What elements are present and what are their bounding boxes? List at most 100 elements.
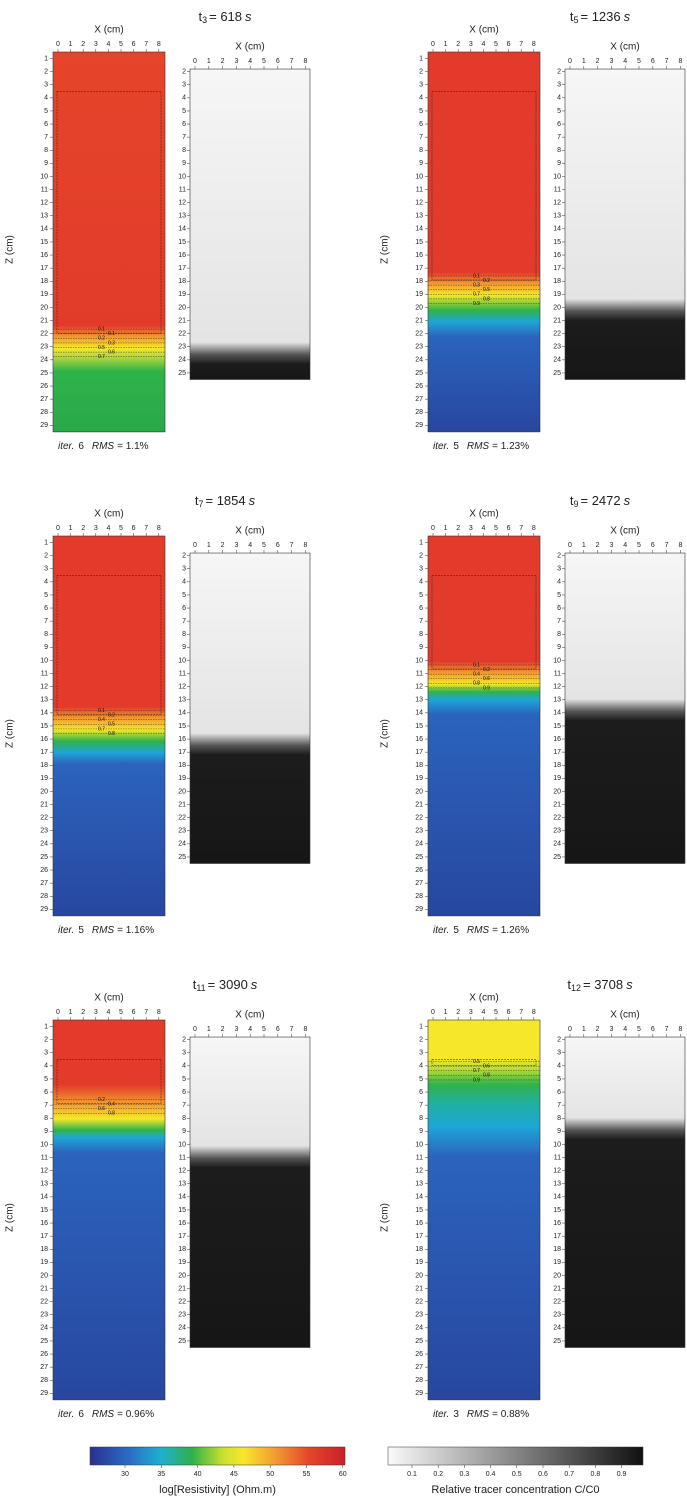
contour-label: 0.5: [108, 722, 115, 728]
x-tick-label: 8: [678, 1026, 682, 1033]
z-tick-label: 9: [557, 1128, 561, 1135]
z-tick-label: 26: [415, 867, 423, 874]
iteration-part: iter.: [58, 925, 74, 936]
iteration-info: iter. 5 RMS = 1.16%: [58, 925, 154, 936]
x-tick-label: 2: [456, 1009, 460, 1016]
z-tick-label: 24: [553, 841, 561, 848]
z-tick-label: 17: [40, 749, 48, 756]
z-tick-label: 4: [182, 1063, 186, 1070]
title-part: 12: [571, 983, 581, 993]
title-part: s: [624, 493, 631, 508]
z-tick-label: 14: [553, 226, 561, 233]
z-tick-label: 26: [40, 383, 48, 390]
colorbar-tick-label: 40: [194, 1471, 202, 1478]
x-tick-label: 7: [290, 1026, 294, 1033]
panel: t9 = 2472 s0.10.20.40.60.80.9X (cm)X (cm)Z…: [380, 493, 686, 936]
z-tick-label: 13: [178, 697, 186, 704]
z-tick-label: 23: [40, 1312, 48, 1319]
x-tick-label: 5: [494, 525, 498, 532]
z-tick-label: 3: [182, 1050, 186, 1057]
iteration-part: = 1.16%: [117, 925, 154, 936]
z-tick-label: 16: [40, 736, 48, 743]
z-tick-label: 3: [182, 566, 186, 573]
z-tick-label: 22: [40, 1298, 48, 1305]
x-axis-label: X (cm): [610, 1010, 639, 1021]
z-tick-label: 22: [415, 330, 423, 337]
title-part: = 1236: [581, 9, 621, 24]
contour-label: 0.2: [483, 667, 490, 673]
title-part: 9: [573, 499, 578, 509]
x-axis-label: X (cm): [235, 1010, 264, 1021]
title-part: t: [195, 493, 199, 508]
title-part: t: [567, 977, 571, 992]
z-tick-label: 22: [40, 330, 48, 337]
colorbar-tick-label: 30: [121, 1471, 129, 1478]
contour-label: 0.1: [473, 273, 480, 279]
z-tick-label: 11: [416, 1154, 423, 1161]
contour-label: 0.5: [483, 287, 490, 293]
contour-label: 0.8: [108, 731, 115, 737]
z-tick-label: 7: [557, 618, 561, 625]
x-tick-label: 1: [207, 542, 211, 549]
x-tick-label: 1: [444, 525, 448, 532]
iteration-part: RMS: [92, 1409, 115, 1420]
z-tick-label: 19: [178, 775, 186, 782]
colorbar-tick-label: 55: [303, 1471, 311, 1478]
z-tick-label: 11: [41, 1154, 48, 1161]
z-tick-label: 25: [40, 370, 48, 377]
z-tick-label: 19: [40, 291, 48, 298]
x-tick-label: 3: [234, 1026, 238, 1033]
z-tick-label: 26: [415, 383, 423, 390]
contour-label: 0.6: [483, 676, 490, 682]
z-tick-label: 5: [182, 108, 186, 115]
z-tick-label: 17: [178, 265, 186, 272]
z-tick-label: 9: [419, 160, 423, 167]
z-tick-label: 19: [553, 775, 561, 782]
z-tick-label: 5: [557, 592, 561, 599]
z-tick-label: 13: [178, 1181, 186, 1188]
x-tick-label: 4: [623, 542, 627, 549]
contour-label: 0.7: [98, 354, 105, 360]
z-tick-label: 27: [40, 1364, 48, 1371]
iteration-info: iter. 5 RMS = 1.26%: [433, 925, 529, 936]
z-tick-label: 8: [557, 147, 561, 154]
z-tick-label: 10: [40, 173, 48, 180]
z-tick-label: 28: [40, 409, 48, 416]
z-tick-label: 29: [40, 422, 48, 429]
z-tick-label: 13: [415, 697, 423, 704]
z-tick-label: 2: [182, 1036, 186, 1043]
x-tick-label: 8: [532, 525, 536, 532]
z-tick-label: 8: [557, 631, 561, 638]
z-tick-label: 10: [553, 1141, 561, 1148]
z-tick-label: 22: [178, 1298, 186, 1305]
x-tick-label: 5: [119, 41, 123, 48]
tracer-photo: [564, 1036, 686, 1348]
z-tick-label: 21: [553, 317, 561, 324]
z-tick-label: 21: [178, 317, 186, 324]
z-tick-label: 8: [182, 1115, 186, 1122]
z-tick-label: 24: [553, 1325, 561, 1332]
z-tick-label: 10: [178, 173, 186, 180]
contour-label: 0.1: [473, 662, 480, 668]
x-tick-label: 7: [519, 525, 523, 532]
z-tick-label: 10: [40, 657, 48, 664]
x-tick-label: 0: [56, 525, 60, 532]
z-tick-label: 5: [182, 592, 186, 599]
z-tick-label: 18: [40, 1246, 48, 1253]
z-tick-label: 6: [44, 121, 48, 128]
contour-label: 0.1: [108, 331, 115, 337]
iteration-part: = 0.88%: [492, 1409, 529, 1420]
resistivity-map: [427, 51, 541, 433]
x-tick-label: 6: [276, 58, 280, 65]
colorbar-tick-label: 0.7: [564, 1471, 574, 1478]
panel: t11 = 3090 s0.20.40.60.8X (cm)X (cm)Z (cm)…: [5, 977, 311, 1420]
z-tick-label: 4: [182, 579, 186, 586]
z-tick-label: 12: [553, 1167, 561, 1174]
z-tick-label: 18: [415, 278, 423, 285]
z-tick-label: 24: [415, 841, 423, 848]
x-tick-label: 1: [444, 1009, 448, 1016]
z-tick-label: 20: [415, 788, 423, 795]
iteration-part: RMS: [92, 925, 115, 936]
z-tick-label: 15: [415, 723, 423, 730]
z-tick-label: 14: [40, 710, 48, 717]
